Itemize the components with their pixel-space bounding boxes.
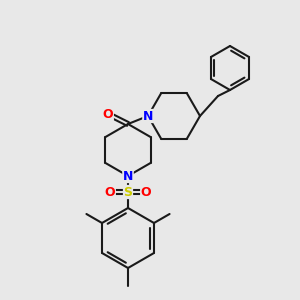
Text: S: S bbox=[124, 185, 133, 199]
Text: O: O bbox=[105, 185, 115, 199]
Text: N: N bbox=[123, 169, 133, 182]
Text: N: N bbox=[143, 110, 153, 122]
Text: O: O bbox=[141, 185, 151, 199]
Text: O: O bbox=[103, 107, 113, 121]
